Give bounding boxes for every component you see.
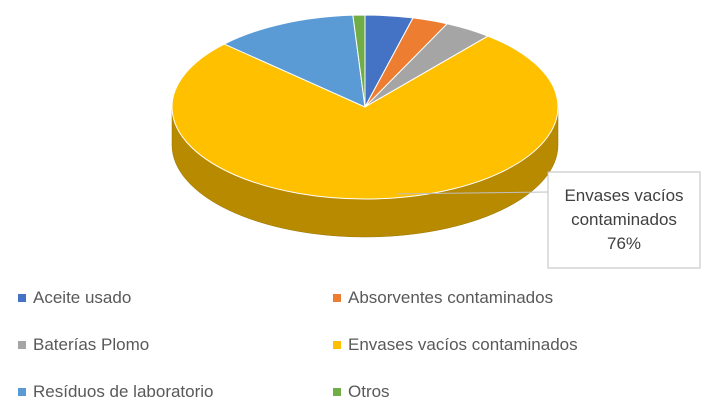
legend-label: Otros [348, 382, 390, 401]
pie-slice [352, 14, 366, 108]
legend-swatch [18, 388, 26, 396]
legend-item: Baterías Plomo [18, 335, 149, 355]
legend-label: Baterías Plomo [33, 335, 150, 354]
legend-swatch [18, 294, 26, 302]
legend-item: Resíduos de laboratorio [18, 382, 214, 401]
data-label-name: Envases vacíos contaminados [564, 186, 684, 229]
legend-swatch [333, 294, 341, 302]
pie-slice [171, 35, 559, 200]
legend-swatch [333, 388, 341, 396]
legend-item: Envases vacíos contaminados [333, 335, 578, 355]
label-box [547, 171, 701, 269]
pie-slice [223, 14, 366, 108]
legend-swatch [333, 341, 341, 349]
data-label-value: 76% [606, 234, 642, 253]
legend-label: Resíduos de laboratorio [33, 382, 214, 401]
legend-item: Otros [333, 382, 390, 401]
legend-label: Aceite usado [33, 288, 132, 307]
legend-item: Aceite usado [18, 288, 131, 308]
legend-label: Envases vacíos contaminados [348, 335, 578, 354]
leader-line [397, 191, 549, 195]
legend-swatch [18, 341, 26, 349]
legend-label: Absorventes contaminados [348, 288, 554, 307]
legend-item: Absorventes contaminados [333, 288, 553, 308]
